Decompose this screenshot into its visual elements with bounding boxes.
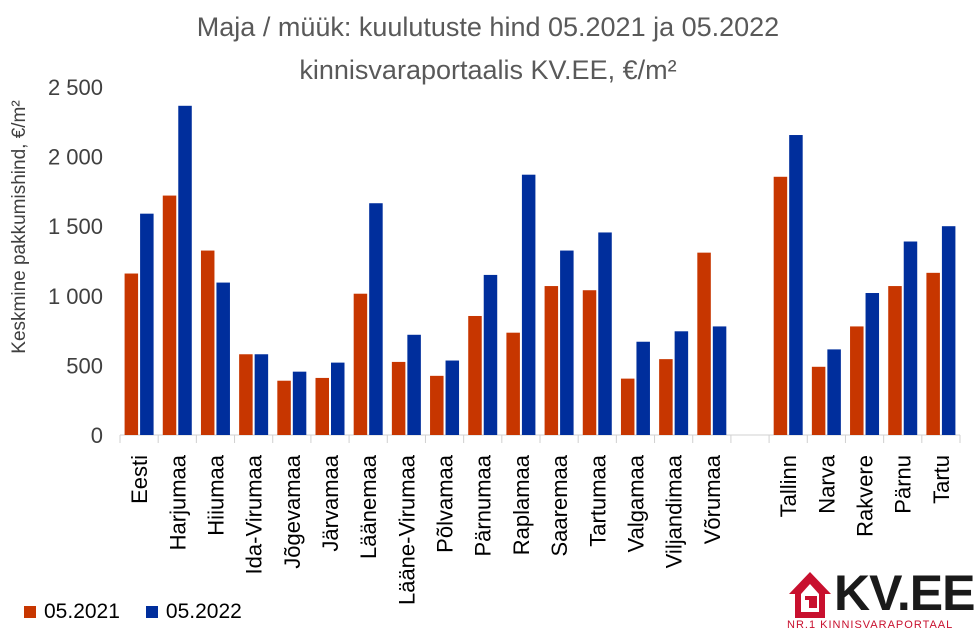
- legend-item-2021: 05.2021: [24, 600, 120, 624]
- bar-05.2021: [124, 273, 139, 435]
- x-tick-label: Jõgevamaa: [280, 454, 305, 569]
- bar-05.2022: [674, 331, 689, 435]
- bar-05.2022: [483, 274, 498, 435]
- x-tick-label: Läänemaa: [356, 454, 381, 559]
- x-tick-label: Tallinn: [776, 455, 801, 517]
- bar-05.2021: [888, 286, 902, 435]
- bar-05.2022: [292, 371, 307, 435]
- bar-05.2021: [468, 315, 482, 435]
- y-tick-label: 2 000: [48, 145, 103, 170]
- kv-ee-logo: KV.EE NR.1 KINNISVARAPORTAAL: [787, 565, 975, 634]
- bar-05.2021: [850, 326, 864, 435]
- x-tick-label: Eesti: [127, 455, 152, 504]
- bar-05.2022: [369, 203, 383, 435]
- bar-05.2021: [277, 380, 291, 435]
- legend-label-2021: 05.2021: [44, 600, 120, 623]
- x-tick-label: Saaremaa: [547, 454, 572, 556]
- chart-title: Maja / müük: kuulutuste hind 05.2021 ja …: [196, 12, 780, 42]
- x-tick-label: Rakvere: [853, 455, 878, 537]
- bar-05.2022: [827, 349, 841, 435]
- x-tick-label: Tartu: [929, 455, 954, 504]
- bar-05.2021: [544, 286, 559, 435]
- logo-subtitle: NR.1 KINNISVARAPORTAAL: [787, 619, 954, 631]
- bar-05.2022: [636, 341, 650, 435]
- logo-text: KV.EE: [834, 565, 975, 621]
- bar-05.2021: [773, 176, 788, 435]
- bar-05.2021: [697, 252, 711, 435]
- x-tick-label: Lääne-Virumaa: [394, 454, 419, 605]
- bar-05.2022: [178, 105, 192, 436]
- bar-05.2021: [162, 195, 177, 435]
- x-tick-label: Põlvamaa: [433, 454, 458, 553]
- x-tick-label: Valgamaa: [623, 454, 648, 552]
- bar-05.2022: [521, 174, 536, 436]
- y-axis-label: Keskmine pakkumishind, €/m²: [9, 100, 30, 353]
- y-tick-label: 2 500: [48, 75, 103, 100]
- y-tick-label: 500: [66, 353, 103, 378]
- bar-05.2022: [941, 226, 956, 435]
- bar-05.2022: [140, 213, 154, 435]
- bar-05.2021: [353, 293, 368, 435]
- legend-label-2022: 05.2022: [165, 600, 242, 623]
- bar-05.2022: [712, 326, 727, 435]
- bar-05.2021: [391, 361, 406, 435]
- bar-05.2021: [582, 290, 597, 435]
- x-tick-label: Hiiumaa: [203, 454, 228, 535]
- legend-item-2022: 05.2022: [145, 600, 242, 624]
- bar-05.2022: [445, 360, 460, 435]
- legend: 05.2021 05.2022: [24, 600, 268, 624]
- legend-swatch-2022: [145, 606, 158, 618]
- x-tick-label: Viljandimaa: [662, 454, 687, 568]
- bar-05.2021: [620, 378, 635, 435]
- house-logo-icon: [789, 572, 831, 618]
- bar-05.2022: [254, 354, 269, 435]
- bar-05.2022: [331, 362, 345, 435]
- legend-swatch-2021: [24, 606, 36, 618]
- x-tick-label: Pärnumaa: [471, 454, 496, 556]
- x-tick-label: Ida-Virumaa: [242, 454, 267, 574]
- x-tick-label: Pärnu: [891, 455, 916, 514]
- bar-05.2021: [659, 359, 673, 435]
- x-tick-label: Järvamaa: [318, 454, 343, 551]
- bar-05.2022: [560, 250, 574, 435]
- x-tick-label: Raplamaa: [509, 454, 534, 555]
- bar-05.2022: [865, 293, 880, 435]
- x-tick-label: Narva: [814, 454, 839, 513]
- y-tick-label: 1 000: [48, 284, 103, 309]
- x-tick-label: Tartumaa: [585, 454, 610, 546]
- bar-05.2021: [315, 377, 329, 435]
- bar-05.2021: [926, 272, 940, 435]
- bar-05.2022: [903, 241, 918, 435]
- bar-05.2022: [789, 135, 803, 436]
- bar-05.2021: [506, 332, 520, 435]
- bar-05.2021: [430, 375, 444, 435]
- x-tick-label: Harjumaa: [165, 454, 190, 550]
- bar-05.2021: [200, 250, 215, 435]
- bar-05.2022: [216, 282, 230, 435]
- y-tick-label: 1 500: [48, 214, 103, 239]
- bar-05.2022: [407, 334, 421, 435]
- x-tick-label: Võrumaa: [700, 454, 725, 544]
- bar-05.2021: [811, 366, 826, 435]
- chart-subtitle: kinnisvaraportaalis KV.EE, €/m²: [299, 55, 677, 85]
- bar-05.2021: [239, 354, 253, 435]
- y-tick-label: 0: [91, 423, 103, 448]
- bar-05.2022: [598, 232, 612, 435]
